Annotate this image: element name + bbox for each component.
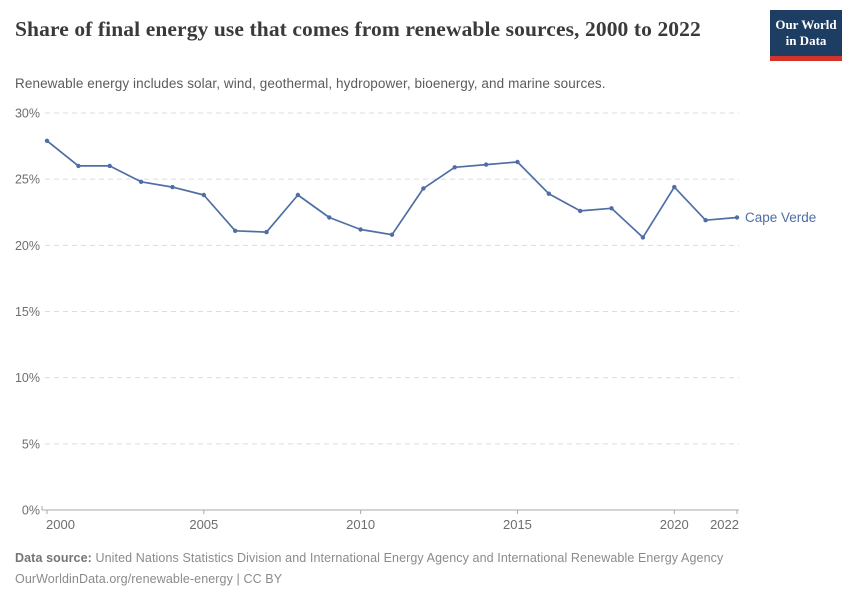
x-axis-tick-label: 2015 <box>503 517 532 532</box>
data-source-text: United Nations Statistics Division and I… <box>91 551 724 565</box>
license-separator: | <box>232 572 244 586</box>
data-point[interactable] <box>546 191 551 196</box>
data-point[interactable] <box>672 184 677 190</box>
data-point[interactable] <box>358 227 363 232</box>
data-point[interactable] <box>201 192 206 198</box>
x-axis-tick-label: 2020 <box>660 517 689 532</box>
y-axis-tick-label: 15% <box>15 305 40 319</box>
owid-logo-line1: Our World <box>775 17 837 32</box>
data-point[interactable] <box>76 163 81 169</box>
data-point[interactable] <box>703 218 708 223</box>
data-source-label: Data source: <box>15 551 92 565</box>
owid-logo[interactable]: Our World in Data <box>770 10 842 61</box>
data-point[interactable] <box>107 163 112 169</box>
data-point[interactable] <box>327 215 332 220</box>
y-axis-tick-label: 0% <box>22 504 40 518</box>
y-axis-tick-label: 20% <box>15 239 40 253</box>
y-axis-tick-label: 25% <box>15 173 40 187</box>
data-point[interactable] <box>233 228 238 233</box>
data-point[interactable] <box>515 159 520 165</box>
chart-subtitle: Renewable energy includes solar, wind, g… <box>15 76 606 91</box>
data-point[interactable] <box>389 232 395 237</box>
x-axis-tick-label: 2022 <box>710 517 739 532</box>
owid-logo-accent-bar <box>770 55 842 61</box>
data-source-line: Data source: United Nations Statistics D… <box>15 548 815 569</box>
x-axis-tick-label: 2005 <box>189 517 218 532</box>
data-point[interactable] <box>295 192 301 198</box>
chart-svg: 0% 5% 10% 15% 20% 25% 30% 2000 2005 2010 2015 2020 2… <box>15 107 816 533</box>
data-point[interactable] <box>578 208 583 214</box>
data-point[interactable] <box>640 235 646 240</box>
data-point[interactable] <box>44 138 50 143</box>
attribution-line: OurWorldinData.org/renewable-energy | CC… <box>15 569 815 590</box>
data-point[interactable] <box>264 229 269 235</box>
chart-header: Share of final energy use that comes fro… <box>15 13 760 45</box>
owid-logo-line2: in Data <box>785 33 827 49</box>
data-point[interactable] <box>170 184 175 190</box>
owid-link[interactable]: OurWorldinData.org/renewable-energy <box>15 572 233 586</box>
data-point[interactable] <box>609 206 614 211</box>
x-axis-tick-label: 2010 <box>346 517 375 532</box>
data-point[interactable] <box>483 162 489 167</box>
page-title: Share of final energy use that comes fro… <box>15 17 701 41</box>
license-text: CC BY <box>243 572 283 586</box>
data-point[interactable] <box>452 165 457 170</box>
series-line[interactable] <box>46 139 738 239</box>
chart-footer: Data source: United Nations Statistics D… <box>15 548 815 590</box>
y-axis-tick-label: 30% <box>15 107 40 121</box>
data-point[interactable] <box>421 186 426 191</box>
data-point[interactable] <box>734 215 740 220</box>
chart-area: 0% 5% 10% 15% 20% 25% 30% 2000 2005 2010 2015 2020 2… <box>0 98 850 548</box>
x-axis-tick-label: 2000 <box>46 517 75 532</box>
y-axis-tick-label: 5% <box>22 437 40 451</box>
y-axis-tick-label: 10% <box>15 371 40 385</box>
data-point[interactable] <box>138 179 144 184</box>
owid-logo-box: Our World in Data <box>770 10 842 56</box>
series-end-label[interactable]: Cape Verde <box>745 210 816 225</box>
